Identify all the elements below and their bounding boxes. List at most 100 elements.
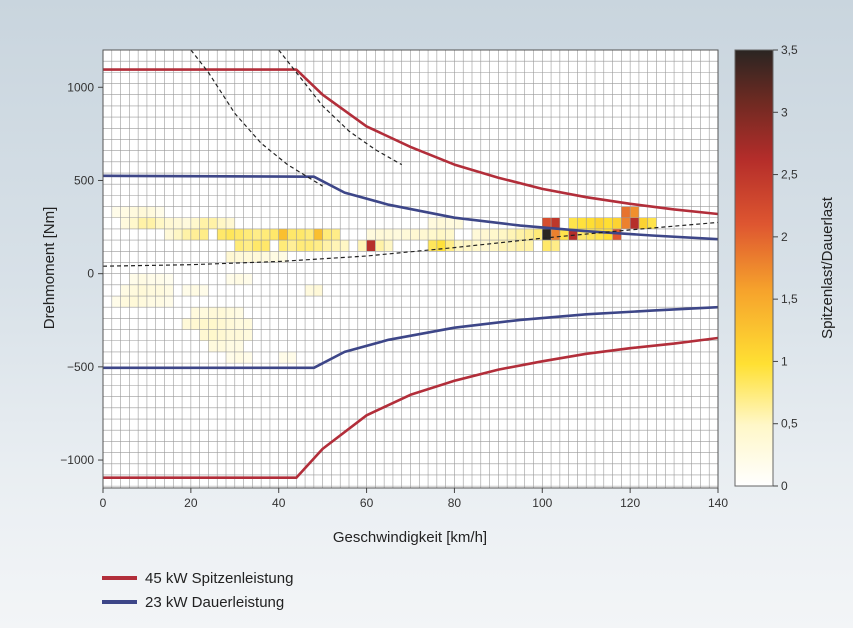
heatmap-cell xyxy=(234,240,244,252)
x-axis-label: Geschwindigkeit [km/h] xyxy=(333,529,487,546)
heatmap-cell xyxy=(243,273,253,285)
grid xyxy=(102,49,719,488)
heatmap-cell xyxy=(278,351,288,364)
heatmap-cell xyxy=(454,240,464,252)
y-axis-ticks: −1000 −500 0 500 1000 xyxy=(60,80,103,467)
heatmap-cell xyxy=(542,228,552,241)
plot-frame xyxy=(102,49,719,489)
x-tick-label: 60 xyxy=(360,496,374,510)
heatmap-cell xyxy=(269,228,279,241)
dashed-line-2 xyxy=(103,221,718,267)
heatmap-cell xyxy=(243,251,253,263)
heatmap-cell xyxy=(428,217,437,229)
heatmap-cell xyxy=(603,217,613,229)
heatmap-cell xyxy=(331,228,341,241)
heatmap-cell xyxy=(357,240,367,252)
heatmap-cell xyxy=(472,228,481,241)
heatmap-cell xyxy=(208,329,218,341)
heatmap-cell xyxy=(208,307,218,319)
y-axis-label: Drehmoment [Nm] xyxy=(41,207,58,330)
heatmap-cell xyxy=(243,240,253,252)
heatmap-cell xyxy=(322,240,332,252)
heatmap-cell xyxy=(234,228,244,241)
heatmap-cell xyxy=(480,228,490,241)
heatmap-cell xyxy=(111,206,121,218)
heatmap-cell xyxy=(313,284,323,297)
heatmap-cell xyxy=(155,206,165,218)
heatmap-cell xyxy=(533,228,543,241)
heatmap-cell xyxy=(630,217,639,229)
heatmap-cell xyxy=(445,240,455,252)
heatmap-cell xyxy=(586,228,595,241)
heatmap-cell xyxy=(146,296,156,308)
heatmap-cell xyxy=(226,340,235,352)
heatmap-cell xyxy=(489,228,499,241)
heatmap-cell xyxy=(551,240,560,252)
x-tick-label: 120 xyxy=(620,496,640,510)
colorbar-tick-label: 2 xyxy=(781,230,788,244)
heatmap-cell xyxy=(305,228,314,241)
x-tick-label: 20 xyxy=(184,496,198,510)
x-tick-label: 80 xyxy=(448,496,462,510)
heatmap-cell xyxy=(577,217,587,229)
heatmap-cell xyxy=(287,228,297,241)
heatmap-cell xyxy=(146,206,156,218)
heatmap-cell xyxy=(331,240,341,252)
heatmap-cell xyxy=(182,228,191,241)
heatmap-cell xyxy=(234,329,244,341)
heatmap-cell xyxy=(269,251,279,263)
heatmap-cell xyxy=(507,228,516,241)
heatmap-cell xyxy=(261,228,270,241)
heatmap-cell xyxy=(226,307,235,319)
heatmap-cell xyxy=(436,228,446,241)
heatmap-cell xyxy=(199,318,209,330)
heatmap-cell xyxy=(226,273,235,285)
heatmap-cell xyxy=(199,217,209,229)
heatmap-cell xyxy=(129,273,139,285)
heatmap-cell xyxy=(524,240,534,252)
heatmap-cell xyxy=(120,206,130,218)
heatmap-cell xyxy=(261,251,270,263)
heatmap-cell xyxy=(120,284,130,297)
heatmap-cell xyxy=(375,228,385,241)
heatmap-cell xyxy=(542,217,552,229)
heatmap-cell xyxy=(296,228,306,241)
heatmap-cell xyxy=(375,240,385,252)
heatmap-cell xyxy=(138,284,147,297)
heatmap-cell xyxy=(515,228,525,241)
x-axis-ticks: 0 20 40 60 80 100 120 140 xyxy=(100,488,728,510)
colorbar-tick-label: 0 xyxy=(781,479,788,493)
colorbar-tick-label: 1,5 xyxy=(781,292,798,306)
heatmap-cell xyxy=(217,340,226,352)
colorbar-tick-label: 3,5 xyxy=(781,43,798,57)
heatmap-cell xyxy=(155,296,165,308)
heatmap-cell xyxy=(164,273,174,285)
heatmap-cell xyxy=(190,228,200,241)
y-tick-label: 500 xyxy=(74,173,94,187)
heatmap-cell xyxy=(226,329,235,341)
heatmap-cell xyxy=(234,307,244,319)
colorbar-ticks: 0 0,5 1 1,5 2 2,5 3 3,5 xyxy=(773,43,798,493)
heatmap-cell xyxy=(559,228,569,241)
heatmap-cell xyxy=(278,240,288,252)
dashed-line-1 xyxy=(278,50,402,166)
colorbar xyxy=(734,49,774,487)
heatmap-cell xyxy=(261,240,270,252)
heatmap-cell xyxy=(340,240,349,252)
heatmap-cell xyxy=(252,251,262,263)
heatmap-cell xyxy=(603,228,613,241)
heatmap-cell xyxy=(322,228,332,241)
heatmap-cell xyxy=(630,206,639,218)
dashed-line-0 xyxy=(190,50,323,187)
heatmap-cell xyxy=(243,228,253,241)
heatmap-cell xyxy=(252,228,262,241)
heatmap-cell xyxy=(612,217,622,229)
heatmap-cell xyxy=(164,228,174,241)
heatmap-cell xyxy=(146,217,156,229)
legend-label-peak: 45 kW Spitzenleistung xyxy=(145,570,293,587)
heatmap-cell xyxy=(436,217,446,229)
heatmap-cell xyxy=(226,217,235,229)
heatmap-cell xyxy=(199,228,209,241)
heatmap-cell xyxy=(296,240,306,252)
heatmap-cells xyxy=(111,206,657,364)
